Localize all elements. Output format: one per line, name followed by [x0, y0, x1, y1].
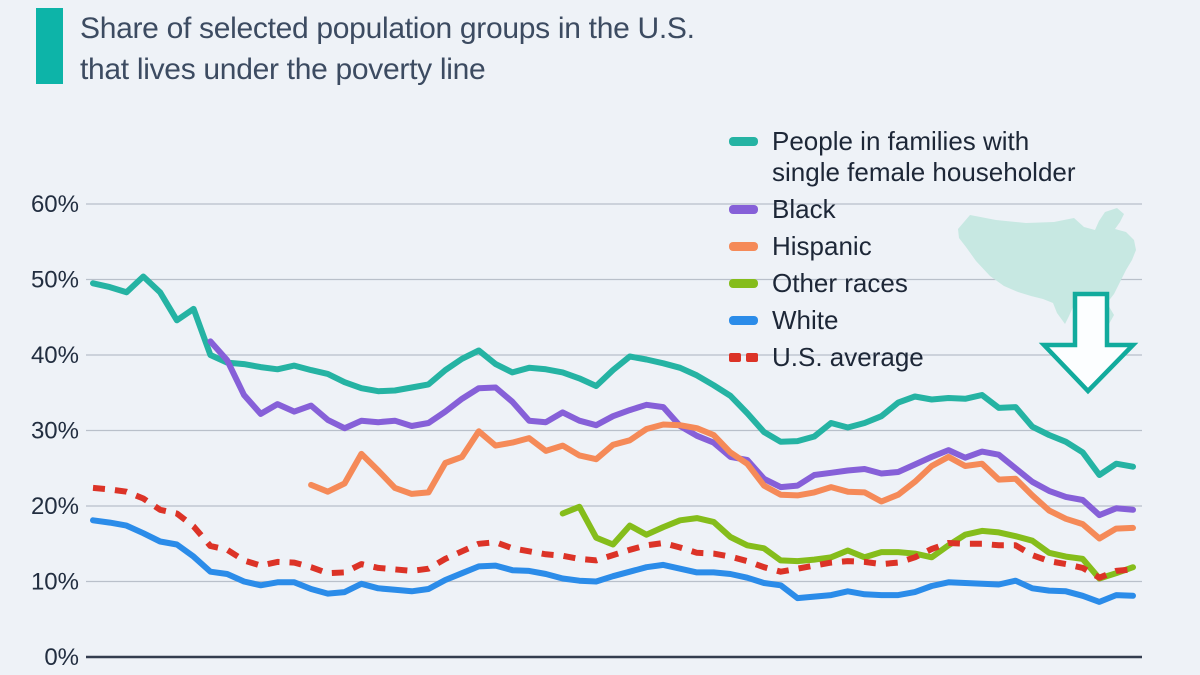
y-tick-label-60: 60%: [31, 191, 79, 218]
legend-label-white: White: [772, 305, 839, 335]
y-axis-tick-labels: 0% 10% 20% 30% 40% 50% 60%: [31, 191, 79, 671]
y-tick-label-0: 0%: [44, 644, 79, 671]
legend-label-single-female: People in families with single female hou…: [772, 126, 1076, 187]
legend-swatch-us-average: [729, 353, 758, 362]
legend-swatch-other-races: [729, 279, 758, 288]
legend-label-other-races: Other races: [772, 268, 908, 298]
y-tick-label-20: 20%: [31, 493, 79, 520]
series-line-other-races: [559, 503, 1136, 582]
legend-label-hispanic: Hispanic: [772, 231, 872, 261]
legend-swatch-black: [729, 205, 758, 214]
legend-swatch-single-female: [729, 137, 758, 146]
y-tick-label-30: 30%: [31, 418, 79, 445]
legend-swatch-white: [729, 316, 758, 325]
legend-item-hispanic: Hispanic: [729, 231, 1076, 262]
legend-swatch-hispanic: [729, 242, 758, 251]
chart-legend: People in families with single female hou…: [729, 126, 1076, 379]
legend-item-black: Black: [729, 194, 1076, 225]
chart-title-line-2: that lives under the poverty line: [80, 53, 486, 86]
series-line-u-s-average: [92, 484, 1134, 581]
legend-item-white: White: [729, 305, 1076, 336]
legend-item-us-average: U.S. average: [729, 342, 1076, 373]
chart-title-line-1: Share of selected population groups in t…: [80, 12, 695, 45]
legend-item-other-races: Other races: [729, 268, 1076, 299]
chart-header: Share of selected population groups in t…: [36, 8, 695, 90]
legend-item-single-female: People in families with single female hou…: [729, 126, 1076, 188]
series-line-hispanic: [308, 421, 1136, 542]
y-tick-label-40: 40%: [31, 342, 79, 369]
y-tick-label-10: 10%: [31, 569, 79, 596]
accent-bar: [36, 8, 63, 84]
legend-label-black: Black: [772, 194, 836, 224]
chart-title: Share of selected population groups in t…: [80, 8, 695, 90]
legend-label-us-average: U.S. average: [772, 342, 924, 372]
series-line-white: [90, 517, 1136, 605]
y-tick-label-50: 50%: [31, 267, 79, 294]
